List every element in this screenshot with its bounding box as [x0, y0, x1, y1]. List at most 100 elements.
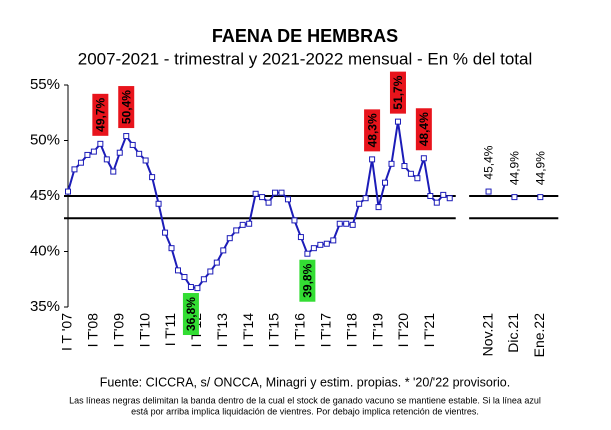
point: [149, 174, 156, 181]
point: [330, 237, 337, 244]
point: [401, 163, 408, 170]
point: [213, 259, 220, 266]
point: [71, 166, 78, 173]
x-tick-label: I T'10: [136, 313, 152, 348]
point: [362, 195, 369, 202]
point: [369, 156, 376, 163]
point: [427, 193, 434, 199]
point: [343, 220, 350, 227]
value-label-box: [182, 293, 199, 336]
point: [239, 221, 246, 228]
point: [440, 191, 447, 198]
point: [187, 284, 194, 291]
point: [323, 240, 330, 247]
note: Las líneas negras delimitan la banda den…: [69, 395, 541, 405]
x-tick-label: I T '07: [59, 313, 75, 351]
value-label-box: [118, 86, 135, 129]
value-label: 44,9%: [533, 151, 547, 185]
value-label: 45,4%: [482, 145, 496, 179]
point: [485, 188, 492, 195]
point: [446, 195, 453, 202]
point: [433, 199, 440, 206]
y-tick-label: 45%: [30, 187, 60, 204]
point: [110, 168, 117, 175]
point: [291, 217, 298, 224]
point: [382, 179, 389, 186]
point: [207, 268, 214, 275]
value-label: 51,7%: [391, 75, 405, 109]
point: [259, 194, 266, 201]
point: [349, 221, 356, 228]
point: [375, 204, 382, 211]
point: [136, 150, 143, 157]
value-label: 36,8%: [184, 297, 198, 331]
point: [84, 151, 91, 158]
x-tick-label: I T'08: [85, 313, 101, 348]
note: está por arriba implica liquidación de v…: [131, 406, 479, 416]
y-tick-label: 40%: [30, 242, 60, 259]
point: [220, 247, 227, 254]
point: [394, 118, 401, 125]
point: [142, 157, 149, 164]
point: [103, 156, 110, 163]
value-label: 48,3%: [365, 113, 379, 147]
x-tick-label: I T'19: [369, 313, 385, 348]
x-tick-label: I T'11: [162, 313, 178, 346]
x-tick-label: I T'14: [240, 313, 256, 348]
x-tick-label: I T'13: [214, 313, 230, 348]
value-label: 49,7%: [94, 97, 108, 131]
x-tick-label: Nov.21: [479, 313, 495, 357]
point: [116, 149, 123, 156]
point: [272, 189, 279, 196]
source: Fuente: CICCRA, s/ ONCCA, Minagri y esti…: [100, 375, 510, 389]
chart-subtitle: 2007-2021 - trimestral y 2021-2022 mensu…: [78, 49, 533, 68]
x-tick-label: I T'09: [110, 313, 126, 348]
value-label-box: [92, 93, 109, 136]
x-tick-label: I T'20: [395, 313, 411, 348]
value-label-box: [364, 109, 381, 152]
point: [65, 188, 71, 195]
y-tick-label: 35%: [30, 298, 60, 315]
x-tick-label: I T'21: [421, 313, 437, 348]
point: [233, 227, 240, 234]
value-label: 48,4%: [417, 112, 431, 146]
point: [129, 141, 136, 148]
point: [297, 234, 304, 241]
x-tick-label: I T'16: [292, 313, 308, 348]
x-tick-label: I T'15: [266, 313, 282, 348]
value-label: 50,4%: [119, 90, 133, 124]
point: [388, 160, 395, 167]
point: [310, 245, 317, 252]
x-tick-label: Ene.22: [531, 313, 547, 358]
value-label-box: [299, 259, 316, 302]
chart-title: FAENA DE HEMBRAS: [212, 26, 398, 46]
point: [162, 229, 169, 236]
point: [537, 194, 544, 201]
point: [97, 140, 104, 147]
x-tick-label: I T'18: [343, 313, 359, 348]
point: [90, 148, 97, 155]
x-tick-label: Dic.21: [505, 313, 521, 353]
point: [278, 189, 285, 196]
point: [246, 220, 253, 227]
point: [356, 200, 363, 207]
point: [77, 159, 84, 166]
value-label: 44,9%: [508, 151, 522, 185]
point: [181, 274, 188, 281]
y-tick-label: 55%: [30, 76, 60, 93]
point: [317, 241, 324, 248]
point: [414, 175, 421, 182]
point: [407, 170, 414, 177]
point: [200, 276, 207, 283]
point: [304, 250, 311, 257]
value-label-box: [389, 71, 406, 114]
point: [511, 194, 518, 201]
y-tick-label: 50%: [30, 131, 60, 148]
value-label-box: [415, 108, 432, 151]
point: [336, 220, 343, 227]
point: [284, 196, 291, 203]
point: [174, 267, 181, 274]
point: [265, 199, 272, 206]
